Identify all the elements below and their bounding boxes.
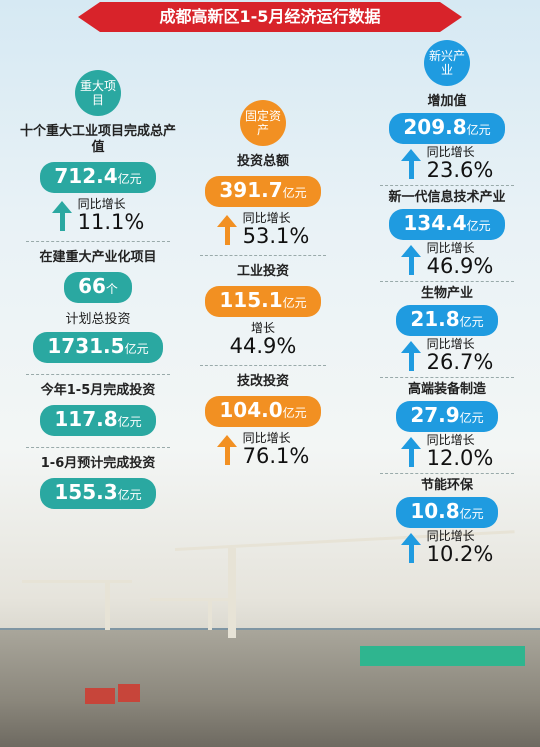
- total-investment-growth: 同比增长 53.1%: [192, 212, 334, 247]
- project-count: 66个: [64, 272, 132, 303]
- tower-crane-mast: [208, 598, 212, 630]
- planned-investment-label: 计划总投资: [65, 312, 131, 327]
- jan-jun-forecast-value: 155.3亿元: [40, 478, 156, 509]
- divider: [380, 185, 514, 186]
- planned-investment-value: 1731.5亿元: [33, 332, 163, 363]
- industry-label: 生物产业: [420, 286, 473, 301]
- industry-value: 134.4亿元: [389, 209, 505, 240]
- list-item: 生物产业 21.8亿元 同比增长 26.7%: [372, 281, 522, 373]
- site-building-green-roof: [360, 646, 525, 666]
- up-arrow-icon: [216, 214, 237, 245]
- divider: [200, 255, 326, 256]
- tech-upgrade-investment-label: 技改投资: [236, 374, 289, 389]
- total-investment-label: 投资总额: [236, 154, 289, 169]
- up-arrow-icon: [51, 200, 72, 231]
- list-item: 高端装备制造 27.9亿元 同比增长 12.0%: [372, 377, 522, 469]
- divider: [26, 374, 170, 375]
- industry-value: 27.9亿元: [396, 401, 498, 432]
- list-item: 新一代信息技术产业 134.4亿元 同比增长 46.9%: [372, 185, 522, 277]
- industrial-output-value: 712.4亿元: [40, 162, 156, 193]
- tech-upgrade-investment-value: 104.0亿元: [205, 396, 321, 427]
- up-arrow-icon: [400, 340, 421, 371]
- up-arrow-icon: [400, 532, 421, 563]
- industry-label: 增加值: [427, 94, 467, 109]
- list-item: 增加值 209.8亿元 同比增长 23.6%: [372, 94, 522, 181]
- divider: [200, 365, 326, 366]
- industry-label: 高端装备制造: [407, 382, 486, 397]
- tower-crane-jib: [150, 598, 230, 601]
- tower-crane-mast: [105, 580, 110, 630]
- industry-growth: 同比增长 26.7%: [372, 338, 522, 373]
- tower-crane-mast: [228, 548, 236, 638]
- total-investment-value: 391.7亿元: [205, 176, 321, 207]
- divider: [26, 241, 170, 242]
- emerging-industries-list: 增加值 209.8亿元 同比增长 23.6% 新一代信息技术产业 134.4亿元 同比增长 4…: [372, 94, 522, 565]
- divider: [26, 447, 170, 448]
- industry-value: 209.8亿元: [389, 113, 505, 144]
- emerging-industries-header: 新兴产业: [424, 40, 470, 86]
- tech-upgrade-investment-growth: 同比增长 76.1%: [192, 432, 334, 467]
- industry-growth: 同比增长 12.0%: [372, 434, 522, 469]
- up-arrow-icon: [400, 244, 421, 275]
- jan-may-investment-value: 117.8亿元: [40, 405, 156, 436]
- industry-value: 21.8亿元: [396, 305, 498, 336]
- emerging-industries-column: 新兴产业 增加值 209.8亿元 同比增长 23.6% 新一代信息技术产业 134.4亿元…: [372, 40, 522, 567]
- site-container: [118, 684, 140, 702]
- industrial-investment-label: 工业投资: [236, 264, 289, 279]
- industrial-output-growth: 同比增长 11.1%: [18, 198, 178, 233]
- divider: [380, 377, 514, 378]
- major-projects-header: 重大项目: [75, 70, 121, 116]
- industrial-projects-label: 十个重大工业项目完成总产值: [19, 124, 176, 155]
- tower-crane-jib: [22, 580, 132, 583]
- list-item: 节能环保 10.8亿元 同比增长 10.2%: [372, 473, 522, 565]
- jan-may-investment-label: 今年1-5月完成投资: [40, 383, 156, 398]
- industry-growth: 同比增长 46.9%: [372, 242, 522, 277]
- up-arrow-icon: [400, 148, 421, 179]
- industry-value: 10.8亿元: [396, 497, 498, 528]
- fixed-assets-column: 固定资产 投资总额 391.7亿元 同比增长 53.1% 工业投资 115.1亿元…: [192, 100, 334, 471]
- industrialization-projects-label: 在建重大产业化项目: [39, 250, 157, 265]
- industry-growth: 同比增长 23.6%: [372, 146, 522, 181]
- jan-jun-forecast-label: 1-6月预计完成投资: [40, 456, 156, 471]
- site-container: [85, 688, 115, 704]
- fixed-assets-header: 固定资产: [240, 100, 286, 146]
- divider: [380, 281, 514, 282]
- industry-growth: 同比增长 10.2%: [372, 530, 522, 565]
- poster-title: 成都高新区1-5月经济运行数据: [78, 2, 462, 32]
- major-projects-column: 重大项目 十个重大工业项目完成总产值 712.4亿元 同比增长 11.1% 在建重…: [18, 70, 178, 512]
- industry-label: 节能环保: [420, 478, 473, 493]
- industrial-investment-value: 115.1亿元: [205, 286, 321, 317]
- industrial-investment-growth: 增长 44.9%: [229, 321, 297, 358]
- industry-label: 新一代信息技术产业: [388, 190, 506, 205]
- divider: [380, 473, 514, 474]
- up-arrow-icon: [400, 436, 421, 467]
- up-arrow-icon: [216, 434, 237, 465]
